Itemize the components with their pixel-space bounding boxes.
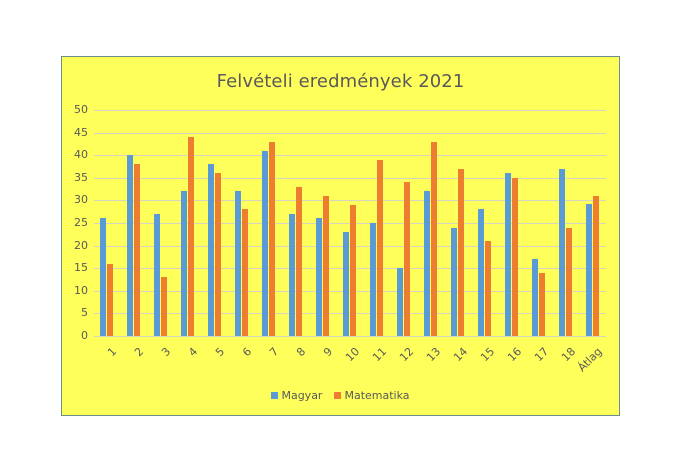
bar-magyar-Átlag: [585, 204, 592, 336]
x-axis-tick-label: 3: [159, 345, 174, 360]
legend: Magyar Matematika: [62, 389, 619, 402]
x-axis-tick-label: 18: [558, 345, 578, 365]
bar-magyar-6: [235, 191, 242, 336]
gridline: [94, 132, 606, 134]
bar-magyar-10: [343, 232, 349, 336]
y-axis-tick-label: 30: [74, 193, 88, 207]
y-axis-tick-label: 45: [74, 125, 88, 139]
bar-magyar-5: [208, 164, 215, 336]
bar-magyar-3: [154, 213, 161, 336]
bar-matematika-17: [538, 272, 545, 336]
bar-matematika-7: [269, 141, 276, 336]
bar-matematika-10: [350, 204, 356, 336]
x-axis-tick-label: 11: [370, 345, 390, 365]
x-axis-tick-label: 8: [294, 345, 309, 360]
gridline: [94, 336, 606, 337]
x-axis-tick-label: 2: [132, 345, 147, 360]
x-axis-tick-label: 10: [343, 345, 363, 365]
bar-matematika-8: [296, 186, 303, 336]
gridline: [94, 155, 606, 157]
bar-matematika-11: [376, 159, 383, 336]
bar-magyar-2: [127, 155, 134, 336]
x-axis-tick-label: 14: [450, 345, 470, 365]
legend-label: Magyar: [281, 389, 323, 402]
x-axis-tick-label: 1: [105, 345, 120, 360]
legend-item-magyar: Magyar: [271, 389, 322, 402]
y-axis-tick-label: 0: [81, 329, 88, 342]
legend-label: Matematika: [344, 389, 410, 402]
bar-matematika-15: [484, 241, 491, 336]
bar-magyar-12: [396, 268, 403, 336]
x-axis-tick-label: 15: [477, 345, 497, 365]
x-axis-tick-label: 9: [321, 345, 336, 360]
x-axis-tick-label: 12: [397, 345, 417, 365]
bar-matematika-1: [107, 263, 114, 336]
bar-magyar-11: [369, 223, 376, 336]
y-axis-tick-label: 50: [74, 103, 88, 116]
bar-matematika-12: [403, 182, 410, 336]
bar-magyar-14: [450, 227, 457, 336]
chart-container: Felvételi eredmények 2021 0 5 10 15 20 25 30 35…: [61, 56, 620, 416]
bar-matematika-4: [188, 137, 195, 336]
x-axis-tick-label: 7: [267, 345, 282, 360]
bar-magyar-18: [558, 168, 565, 336]
x-axis-tick-label: 6: [240, 345, 255, 360]
legend-item-matematika: Matematika: [334, 389, 410, 402]
bar-matematika-14: [457, 168, 464, 336]
bar-matematika-16: [511, 177, 518, 336]
legend-swatch-icon: [334, 392, 342, 399]
chart-title: Felvételi eredmények 2021: [216, 71, 465, 92]
bar-matematika-9: [323, 195, 330, 336]
x-axis-tick-label: 5: [213, 345, 228, 360]
bar-matematika-6: [242, 209, 249, 336]
y-axis-tick-label: 10: [74, 283, 88, 297]
bar-matematika-2: [134, 164, 141, 336]
x-axis-tick-label: 4: [186, 345, 201, 360]
bar-magyar-4: [181, 191, 188, 336]
y-axis-tick-label: 35: [74, 170, 88, 184]
bar-magyar-13: [423, 191, 430, 336]
bar-magyar-16: [504, 173, 511, 336]
plot-area: 0 5 10 15 20 25 30 35 40 45 50 1 2 3 4 5 6 7 8 9 10 11 12 13 14 1…: [74, 104, 606, 374]
bar-magyar-17: [531, 259, 538, 336]
x-axis-tick-label: 13: [423, 345, 444, 365]
y-axis-tick-label: 25: [74, 216, 88, 229]
gridline: [94, 177, 606, 179]
gridline: [94, 110, 606, 111]
bar-matematika-Átlag: [592, 195, 599, 336]
bar-matematika-3: [161, 277, 168, 336]
bar-magyar-1: [100, 218, 107, 336]
bar-magyar-8: [289, 213, 296, 336]
y-axis-tick-label: 40: [74, 148, 88, 162]
x-axis-tick-label: Átlag: [575, 345, 605, 375]
bar-magyar-9: [316, 218, 323, 336]
bar-matematika-13: [430, 141, 437, 336]
y-axis-tick-label: 20: [74, 238, 88, 252]
bar-magyar-15: [477, 209, 484, 336]
gridline: [94, 200, 606, 202]
bar-matematika-5: [215, 173, 222, 336]
bar-magyar-7: [262, 150, 269, 336]
bar-matematika-18: [565, 227, 572, 336]
y-axis-tick-label: 15: [74, 261, 88, 275]
x-axis-tick-label: 16: [504, 345, 524, 365]
legend-swatch-icon: [271, 392, 279, 399]
x-axis-tick-label: 17: [531, 345, 551, 365]
y-axis-tick-label: 5: [81, 306, 88, 320]
